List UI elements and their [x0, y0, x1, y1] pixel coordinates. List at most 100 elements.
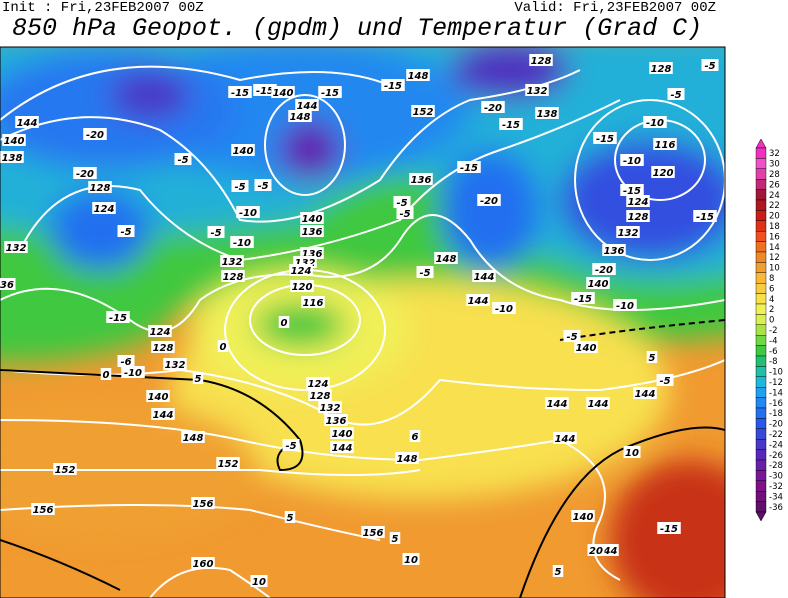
contour-label: 140	[273, 88, 294, 99]
label-box	[324, 414, 348, 426]
contour	[0, 504, 381, 541]
isoline	[519, 426, 725, 598]
contour-label: -15	[231, 88, 249, 99]
contour-label: 6	[412, 432, 419, 443]
label-box	[602, 244, 626, 256]
label-box	[563, 330, 581, 342]
contour-label: -15	[660, 524, 678, 535]
label-box	[587, 544, 605, 556]
contour-label: 160	[193, 559, 214, 570]
label-box	[0, 278, 16, 290]
label-box	[396, 207, 414, 219]
label-box	[278, 316, 290, 328]
colorbar-label: -22	[769, 430, 783, 440]
contour-label: 140	[576, 343, 597, 354]
colorbar-label: -34	[769, 492, 783, 502]
label-box	[571, 292, 595, 304]
contour-label: 156	[193, 499, 214, 510]
label-box	[308, 389, 332, 401]
contour-label: -5	[399, 209, 410, 220]
label-box	[282, 439, 300, 451]
colorbar-label: -26	[769, 451, 783, 461]
label-box	[73, 167, 97, 179]
colorbar-swatch	[755, 158, 767, 169]
contour-label: 0	[220, 342, 227, 353]
contour-label: 128	[531, 56, 552, 67]
colorbar-label: -30	[769, 472, 783, 482]
label-box	[592, 263, 616, 275]
contour-label: -15	[596, 134, 614, 145]
contour-label: 0	[103, 370, 110, 381]
colorbar-label: 26	[769, 180, 780, 190]
contour-label: -15	[384, 81, 402, 92]
contour-label: -6	[120, 357, 131, 368]
colorbar-label: 4	[769, 295, 774, 305]
label-box	[300, 225, 324, 237]
contour-label: 136	[302, 227, 323, 238]
colorbar-arrow	[755, 138, 767, 149]
colorbar-label: -10	[769, 368, 783, 378]
contour-label: 124	[94, 204, 115, 215]
label-box	[181, 431, 205, 443]
contour-label: 144	[555, 434, 576, 445]
label-box	[620, 184, 644, 196]
contour-label: -20	[484, 103, 502, 114]
contour-label: 138	[2, 153, 23, 164]
label-box	[217, 340, 229, 352]
contour-label: -15	[460, 163, 478, 174]
colorbar-label: 6	[769, 284, 774, 294]
label-box	[643, 116, 667, 128]
label-box	[393, 196, 411, 208]
colorbar-swatch	[755, 251, 767, 263]
contour-label: 5	[649, 353, 656, 364]
colorbar-label: -4	[769, 336, 777, 346]
contour-label: 132	[527, 86, 548, 97]
contour-label: 132	[6, 243, 27, 254]
contour-label: 10	[625, 448, 639, 459]
contour-label: -5	[396, 198, 407, 209]
label-box	[623, 446, 641, 458]
contour-label: -20	[480, 196, 498, 207]
label-box	[271, 86, 295, 98]
colorbar-swatch	[755, 387, 767, 398]
contour-label: 132	[618, 228, 639, 239]
label-box	[295, 99, 319, 111]
label-box	[406, 69, 430, 81]
contour-label: 152	[218, 459, 239, 470]
colorbar-swatch	[755, 178, 767, 190]
contour-label: -5	[234, 182, 245, 193]
label-box	[231, 180, 249, 192]
label-box	[191, 497, 215, 509]
label-box	[409, 173, 433, 185]
contour-label: -5	[670, 90, 681, 101]
colorbar-swatch	[755, 262, 767, 273]
colorbar-swatch	[755, 428, 767, 440]
label-box	[88, 181, 112, 193]
contour-label: -15	[256, 86, 274, 97]
label-box	[216, 457, 240, 469]
label-box	[626, 210, 650, 222]
label-box	[616, 226, 640, 238]
colorbar-swatch	[755, 480, 767, 492]
contour	[574, 99, 725, 261]
colorbar-swatch	[755, 470, 767, 481]
label-box	[174, 153, 192, 165]
contour-label: 132	[320, 403, 341, 414]
label-box	[330, 441, 354, 453]
contour-label: 140	[332, 429, 353, 440]
contour-label: 128	[628, 212, 649, 223]
colorbar-swatch	[755, 230, 767, 242]
colorbar-label: 18	[769, 222, 780, 232]
contour-label: 136	[411, 175, 432, 186]
label-box	[395, 452, 419, 464]
contour	[264, 94, 346, 196]
contour-label: 144	[474, 272, 495, 283]
label-box	[148, 325, 172, 337]
colorbar-label: -14	[769, 388, 783, 398]
colorbar-label: 12	[769, 253, 780, 263]
label-box	[2, 134, 26, 146]
contour-label: -5	[419, 268, 430, 279]
label-box	[571, 510, 595, 522]
colorbar-swatch	[755, 303, 767, 315]
contour	[0, 69, 581, 223]
